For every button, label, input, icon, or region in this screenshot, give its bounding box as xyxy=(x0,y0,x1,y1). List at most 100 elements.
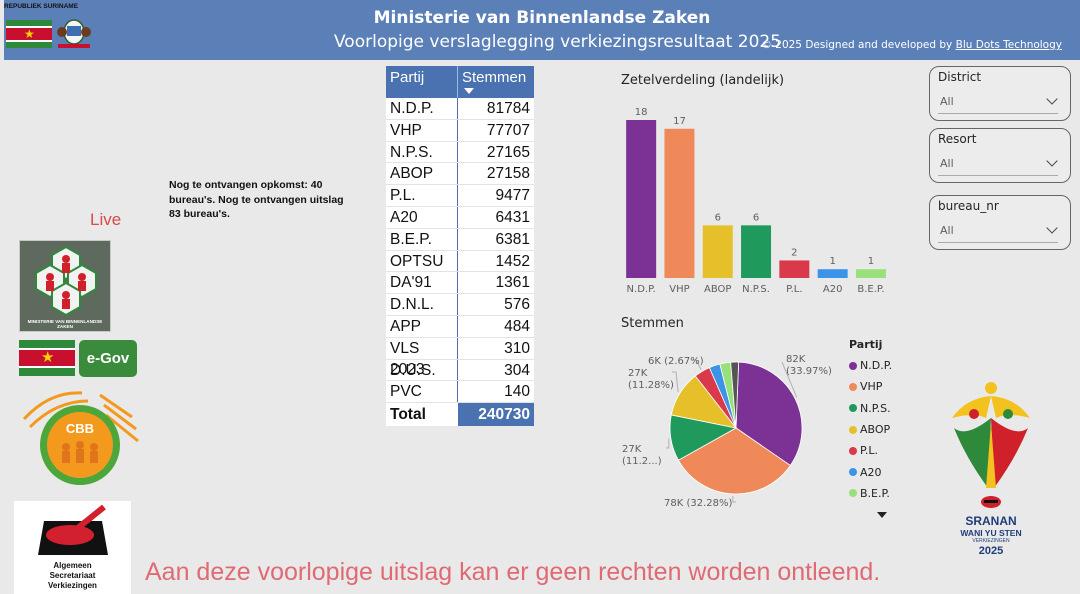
votes-cell: 81784 xyxy=(486,100,530,117)
table-row[interactable]: VLS 2023 310 xyxy=(386,337,534,378)
legend-item[interactable]: P.L. xyxy=(849,440,892,461)
legend-scroll-down-icon[interactable] xyxy=(877,512,887,518)
table-row[interactable]: ABOP 27158 xyxy=(386,163,534,186)
party-cell: D.U.S. xyxy=(386,359,458,381)
pie-leader-line xyxy=(692,359,702,370)
bar-category-label: ABOP xyxy=(704,284,731,295)
table-row[interactable]: D.U.S. 304 xyxy=(386,359,534,382)
sranan-line2: WANI YU STEN xyxy=(960,528,1022,538)
votes-cell: 9477 xyxy=(495,187,530,205)
pie-leader-line xyxy=(781,361,798,398)
legend-item[interactable]: VHP xyxy=(849,376,892,397)
legend-item[interactable]: N.D.P. xyxy=(849,355,892,376)
suriname-flag-small: ★ xyxy=(6,20,52,48)
brand-label: REPUBLIEK SURINAME xyxy=(4,3,79,10)
suriname-flag: ★ xyxy=(19,340,75,376)
live-label: Live xyxy=(90,210,122,229)
legend-item[interactable]: N.P.S. xyxy=(849,398,892,419)
bar-abop[interactable] xyxy=(702,225,733,278)
col-party-header[interactable]: Partij xyxy=(386,66,458,98)
bureau-filter[interactable]: bureau_nr All xyxy=(929,195,1071,250)
pie-data-label: (11.28%) xyxy=(628,380,674,391)
legend-label: VHP xyxy=(860,380,883,394)
pie-data-label: 82K xyxy=(786,354,806,365)
pie-data-label: (11.2...) xyxy=(622,456,662,467)
cbb-logo: CBB xyxy=(20,385,140,485)
district-filter[interactable]: District All xyxy=(929,66,1071,121)
coat-of-arms-icon xyxy=(54,14,94,50)
table-row[interactable]: D.N.L. 576 xyxy=(386,294,534,316)
bar-category-label: N.P.S. xyxy=(742,284,770,295)
legend-label: A20 xyxy=(860,465,882,479)
table-row[interactable]: N.P.S. 27165 xyxy=(386,141,534,164)
resort-filter[interactable]: Resort All xyxy=(929,128,1071,183)
filter-value[interactable]: All xyxy=(940,157,954,170)
votes-cell: 1361 xyxy=(495,274,530,292)
table-row[interactable]: VHP 77707 xyxy=(386,119,534,142)
table-row[interactable]: DA'91 1361 xyxy=(386,272,534,295)
credit-link[interactable]: Blu Dots Technology xyxy=(955,39,1062,51)
votes-cell: 27165 xyxy=(486,143,530,161)
status-note: Nog te ontvangen opkomst: 40 bureau's. N… xyxy=(169,179,344,220)
votes-cell: 140 xyxy=(504,383,530,401)
bar-value-label: 17 xyxy=(673,116,686,127)
pie-slice-ndp[interactable] xyxy=(735,361,803,467)
legend-item[interactable]: A20 xyxy=(849,461,892,482)
table-row[interactable]: N.D.P. 81784 xyxy=(386,98,534,120)
legend-item[interactable]: B.E.P. xyxy=(849,483,892,504)
bar-pl[interactable] xyxy=(779,260,810,278)
party-cell: OPTSU xyxy=(386,250,458,272)
credit-text: © 2025 Designed and developed by Blu Dot… xyxy=(761,39,1062,51)
col-votes-header[interactable]: Stemmen xyxy=(458,66,534,98)
bar-a20[interactable] xyxy=(817,269,848,278)
asv-logo: Algemeen Secretariaat Verkiezingen xyxy=(14,501,131,594)
table-row[interactable]: B.E.P. 6381 xyxy=(386,228,534,251)
bar-vhp[interactable] xyxy=(664,128,695,278)
party-cell: ABOP xyxy=(386,163,458,185)
table-row[interactable]: OPTSU 1452 xyxy=(386,250,534,273)
table-row[interactable]: A20 6431 xyxy=(386,206,534,229)
seats-bar-chart: 18 N.D.P. 17 VHP 6 ABOP 6 N.P.S. 2 P.L. 1 A20 1 B.E.P… xyxy=(626,107,886,295)
pie-data-label: 78K (32.28%) xyxy=(664,498,732,509)
bar-nps[interactable] xyxy=(741,225,772,278)
legend-item[interactable]: ABOP xyxy=(849,419,892,440)
legend-label: B.E.P. xyxy=(860,486,890,500)
table-row[interactable]: PVC 140 xyxy=(386,381,534,404)
table-row[interactable]: APP 484 xyxy=(386,315,534,338)
bar-value-label: 6 xyxy=(753,212,759,223)
votes-chart-title: Stemmen xyxy=(621,316,684,331)
sort-desc-icon xyxy=(464,88,474,94)
bar-value-label: 2 xyxy=(791,247,797,258)
bar-value-label: 6 xyxy=(715,212,721,223)
votes-cell: 484 xyxy=(504,317,530,335)
legend-label: ABOP xyxy=(860,423,891,437)
bar-bep[interactable] xyxy=(855,269,886,278)
pie-slice-overig[interactable] xyxy=(730,361,740,429)
pie-data-label: 27K xyxy=(622,444,642,455)
pie-slice-vhp[interactable] xyxy=(677,427,791,495)
pie-leader-line xyxy=(732,495,736,503)
disclaimer-text: Aan deze voorlopige uitslag kan er geen … xyxy=(145,558,881,586)
pie-leader-line xyxy=(672,371,679,393)
legend-dot-icon xyxy=(849,489,857,498)
bar-ndp[interactable] xyxy=(626,120,657,278)
votes-cell: 1452 xyxy=(495,252,530,270)
page-subtitle: Voorlopige verslaglegging verkiezingsres… xyxy=(334,32,782,52)
filter-value[interactable]: All xyxy=(940,95,954,108)
table-header: Partij Stemmen xyxy=(386,66,534,98)
legend-dot-icon xyxy=(849,446,857,455)
bar-category-label: P.L. xyxy=(786,284,802,295)
seats-chart-title: Zetelverdeling (landelijk) xyxy=(621,73,785,88)
table-row[interactable]: P.L. 9477 xyxy=(386,185,534,207)
filter-label: District xyxy=(938,70,982,84)
legend-dot-icon xyxy=(849,404,857,413)
votes-cell: 6431 xyxy=(495,208,530,226)
chevron-down-icon[interactable] xyxy=(1046,93,1058,105)
legend-dot-icon xyxy=(849,425,857,434)
chevron-down-icon[interactable] xyxy=(1046,222,1058,234)
filter-value[interactable]: All xyxy=(940,224,954,237)
filter-label: Resort xyxy=(938,132,977,146)
chevron-down-icon[interactable] xyxy=(1046,155,1058,167)
bar-category-label: B.E.P. xyxy=(857,284,884,295)
legend-label: N.D.P. xyxy=(860,359,893,373)
